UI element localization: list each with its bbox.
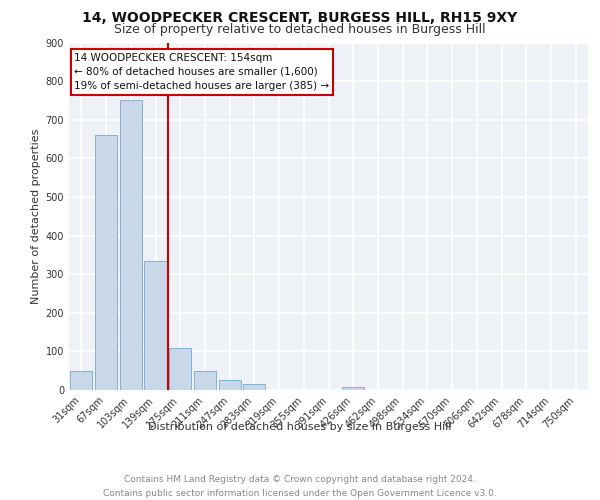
Bar — [70, 370, 92, 390]
Bar — [218, 380, 241, 390]
Y-axis label: Number of detached properties: Number of detached properties — [31, 128, 41, 304]
Text: 14 WOODPECKER CRESCENT: 154sqm
← 80% of detached houses are smaller (1,600)
19% : 14 WOODPECKER CRESCENT: 154sqm ← 80% of … — [74, 53, 329, 91]
Text: Size of property relative to detached houses in Burgess Hill: Size of property relative to detached ho… — [114, 22, 486, 36]
Text: 14, WOODPECKER CRESCENT, BURGESS HILL, RH15 9XY: 14, WOODPECKER CRESCENT, BURGESS HILL, R… — [82, 11, 518, 25]
Text: Contains HM Land Registry data © Crown copyright and database right 2024.
Contai: Contains HM Land Registry data © Crown c… — [103, 476, 497, 498]
Bar — [342, 387, 364, 390]
Bar — [194, 370, 216, 390]
Bar — [145, 260, 167, 390]
Bar — [243, 384, 265, 390]
Bar — [95, 135, 117, 390]
Bar — [169, 348, 191, 390]
Text: Distribution of detached houses by size in Burgess Hill: Distribution of detached houses by size … — [148, 422, 452, 432]
Bar — [119, 100, 142, 390]
